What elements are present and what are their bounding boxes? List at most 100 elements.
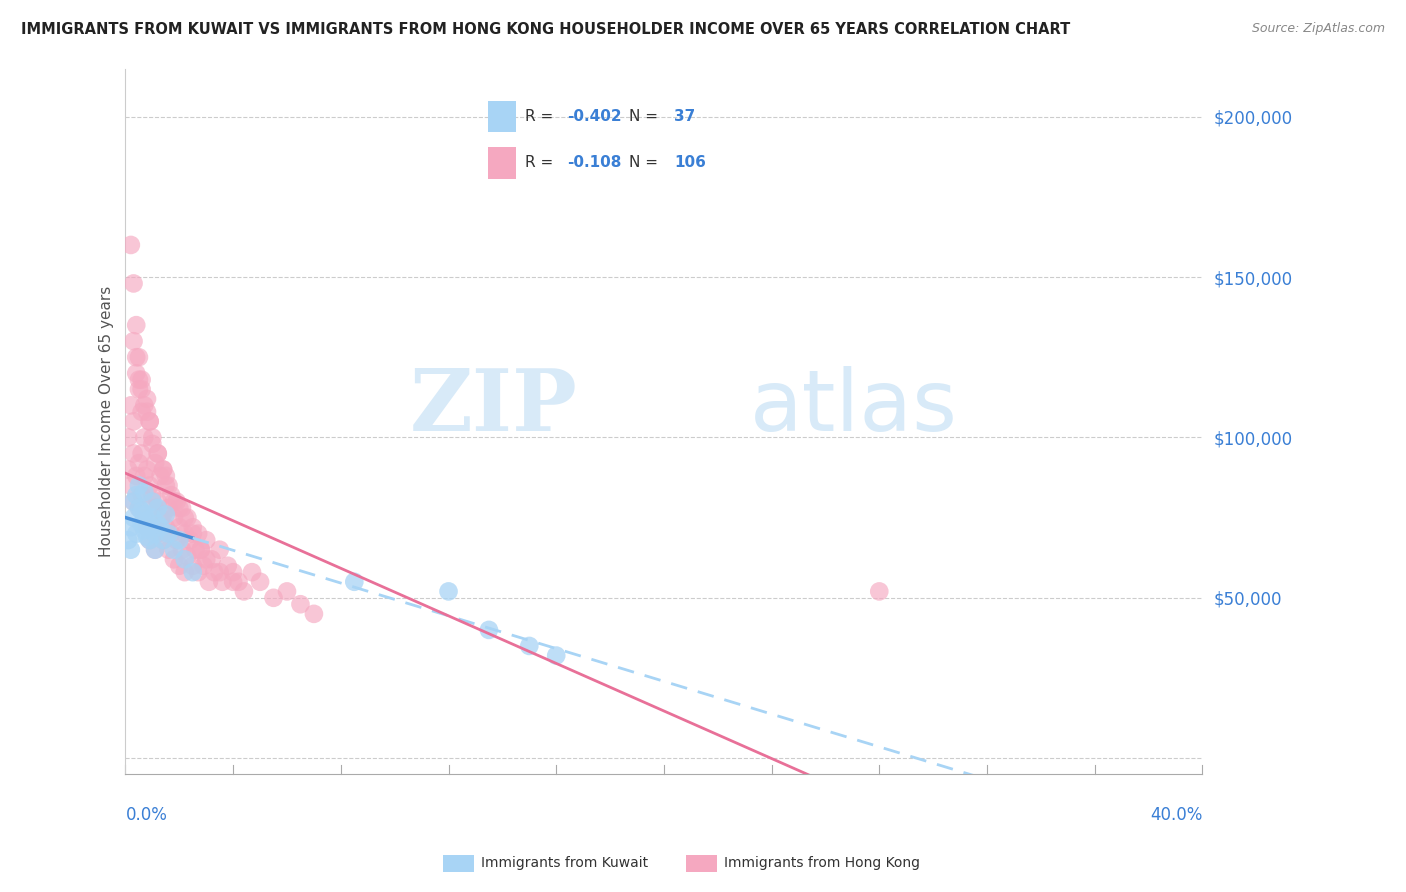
Point [169,558,191,573]
Point [170,542,193,557]
Point [131,504,153,518]
Point [155,508,177,522]
Point [146,446,169,460]
Point [181,565,204,579]
Point [136,520,159,534]
Point [122,414,145,428]
Point [146,494,169,508]
Point [134,485,156,500]
Point [181,520,204,534]
Point [134,510,156,524]
Point [122,510,145,524]
Point [190,542,212,557]
Point [152,533,174,547]
Point [122,446,145,460]
Point [125,350,148,364]
Point [169,520,191,534]
Point [122,494,145,508]
Point [131,373,153,387]
Point [202,565,225,579]
Point [141,510,163,524]
Point [146,446,169,460]
Point [120,478,142,492]
Point [163,494,186,508]
Point [222,574,245,589]
Point [136,462,159,476]
Point [163,510,186,524]
Point [176,510,198,524]
Point [143,526,166,541]
Point [195,552,218,566]
Point [240,565,263,579]
Point [187,565,209,579]
Point [136,514,159,528]
Point [131,446,153,460]
Point [166,494,188,508]
Point [125,526,148,541]
Point [136,392,159,406]
Point [134,398,156,412]
Point [155,469,177,483]
Point [232,584,254,599]
Point [141,520,163,534]
Point [134,430,156,444]
Text: 40.0%: 40.0% [1150,806,1202,824]
Point [155,478,177,492]
Point [125,469,148,483]
Text: Source: ZipAtlas.com: Source: ZipAtlas.com [1251,22,1385,36]
Point [134,524,156,538]
Point [131,488,153,502]
Point [117,430,139,444]
Point [117,533,139,547]
Point [143,456,166,470]
Point [146,516,169,531]
Point [128,456,150,470]
Point [128,373,150,387]
Point [437,584,460,599]
Point [143,542,166,557]
Point [193,558,215,573]
Point [208,565,231,579]
Point [138,533,160,547]
Point [141,430,163,444]
Point [868,584,890,599]
Point [125,318,148,333]
Point [163,552,186,566]
Point [134,508,156,522]
Point [136,530,159,544]
Text: 0.0%: 0.0% [125,806,167,824]
Point [141,488,163,502]
Point [138,414,160,428]
Point [163,542,186,557]
Point [263,591,285,605]
Point [128,478,150,492]
Point [276,584,298,599]
Point [122,277,145,291]
Point [181,558,204,573]
Point [152,462,174,476]
Text: atlas: atlas [749,366,957,449]
Point [146,501,169,516]
Y-axis label: Householder Income Over 65 years: Householder Income Over 65 years [100,285,114,557]
Point [138,520,160,534]
Text: ZIP: ZIP [411,366,578,450]
Point [128,350,150,364]
Text: Immigrants from Hong Kong: Immigrants from Hong Kong [724,856,920,871]
Point [228,574,250,589]
Point [179,533,201,547]
Point [249,574,271,589]
Point [125,488,148,502]
Point [120,398,142,412]
Point [302,607,325,621]
Point [208,542,231,557]
Point [143,501,166,516]
Point [149,520,172,534]
Point [222,565,245,579]
Point [157,478,180,492]
Point [181,526,204,541]
Point [517,639,540,653]
Point [160,488,183,502]
Point [201,552,224,566]
Point [152,508,174,522]
Point [157,501,180,516]
